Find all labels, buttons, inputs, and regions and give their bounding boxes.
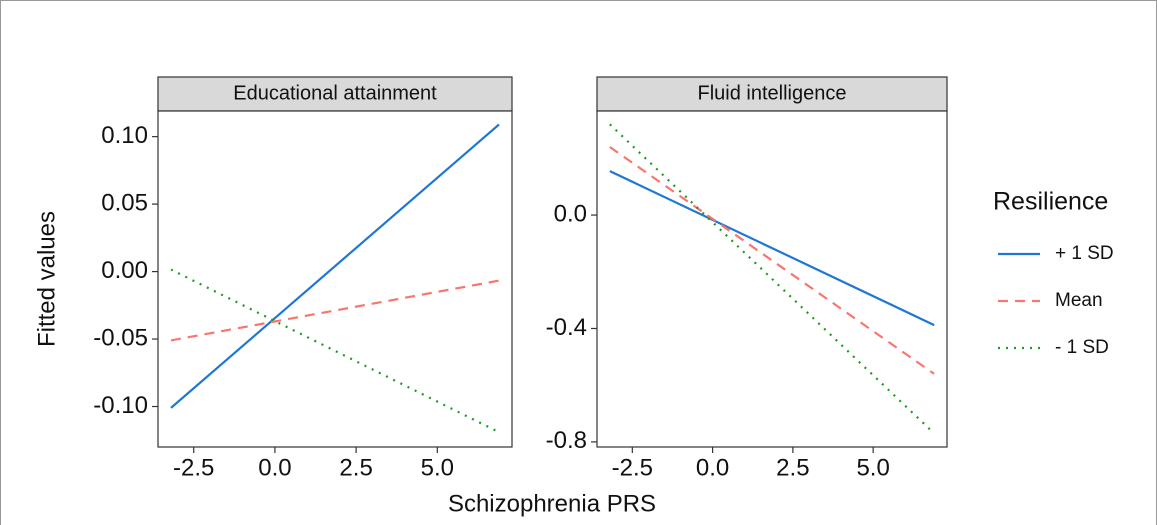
y-tick-label: 0.10	[101, 122, 148, 149]
panel	[157, 110, 513, 448]
series-line	[170, 123, 500, 409]
x-tick-label: -2.5	[612, 454, 653, 481]
legend-label: - 1 SD	[1055, 337, 1109, 358]
series-line	[170, 268, 500, 434]
series-line	[609, 146, 935, 375]
y-tick-label: 0.0	[554, 200, 587, 227]
x-tick-label: 5.0	[421, 454, 454, 481]
x-tick-label: 2.5	[339, 454, 372, 481]
series-line	[170, 279, 500, 342]
y-tick-label: -0.8	[546, 427, 587, 454]
legend-label: + 1 SD	[1055, 243, 1114, 264]
facet-title: Educational attainment	[233, 82, 437, 104]
series-line	[609, 170, 935, 327]
y-tick-label: -0.05	[93, 324, 148, 351]
y-tick-label: 0.05	[101, 189, 148, 216]
x-tick-label: 0.0	[696, 454, 729, 481]
legend-title: Resilience	[993, 188, 1108, 216]
facet-title: Fluid intelligence	[698, 82, 847, 104]
y-tick-label: -0.4	[546, 314, 587, 341]
strip	[596, 76, 948, 112]
strip	[157, 76, 513, 112]
x-tick-label: 5.0	[856, 454, 889, 481]
x-tick-label: 2.5	[776, 454, 809, 481]
y-tick-label: 0.00	[101, 257, 148, 284]
y-tick-label: -0.10	[93, 392, 148, 419]
y-axis-label: Fitted values	[33, 211, 60, 347]
x-axis-label: Schizophrenia PRS	[448, 490, 656, 517]
x-tick-label: 0.0	[258, 454, 291, 481]
legend-label: Mean	[1055, 290, 1103, 311]
x-tick-label: -2.5	[173, 454, 214, 481]
